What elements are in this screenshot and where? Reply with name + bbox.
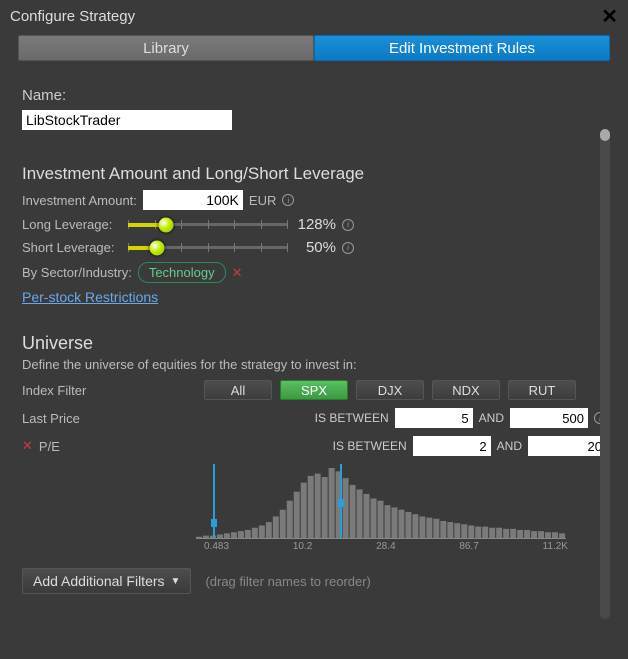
and-label: AND [497, 439, 522, 453]
remove-sector-icon[interactable]: ✕ [232, 265, 243, 281]
info-icon[interactable]: i [342, 242, 354, 254]
pe-label: P/E [39, 439, 127, 454]
is-between-label: IS BETWEEN [315, 411, 389, 425]
chevron-down-icon: ▼ [171, 576, 181, 587]
histogram-tick: 10.2 [293, 541, 312, 552]
pe-histogram[interactable]: 0.483 10.2 28.4 86.7 11.2K [196, 464, 576, 552]
name-input[interactable] [22, 110, 232, 130]
info-icon[interactable]: i [342, 219, 354, 231]
last-price-max-input[interactable] [510, 408, 588, 428]
histogram-tick: 11.2K [543, 541, 568, 552]
window-title: Configure Strategy [10, 8, 135, 25]
info-icon[interactable]: i [282, 194, 294, 206]
short-leverage-slider[interactable] [128, 241, 288, 255]
short-leverage-label: Short Leverage: [22, 240, 122, 255]
add-filters-label: Add Additional Filters [33, 573, 165, 589]
tab-edit-investment-rules[interactable]: Edit Investment Rules [314, 35, 610, 61]
histogram-tick: 0.483 [204, 541, 229, 552]
scrollbar[interactable] [600, 129, 610, 619]
histogram-tick: 86.7 [459, 541, 478, 552]
currency-label: EUR [249, 193, 276, 208]
long-leverage-value: 128% [294, 216, 336, 233]
sector-pill[interactable]: Technology [138, 262, 226, 283]
per-stock-restrictions-link[interactable]: Per-stock Restrictions [22, 289, 158, 305]
close-icon[interactable]: ✕ [601, 4, 618, 29]
universe-subheading: Define the universe of equities for the … [22, 357, 606, 372]
tab-library[interactable]: Library [18, 35, 314, 61]
index-filter-spx[interactable]: SPX [280, 380, 348, 400]
scrollbar-thumb[interactable] [600, 129, 610, 141]
pe-min-input[interactable] [413, 436, 491, 456]
index-filter-djx[interactable]: DJX [356, 380, 424, 400]
last-price-label: Last Price [22, 411, 122, 426]
is-between-label: IS BETWEEN [333, 439, 407, 453]
short-leverage-value: 50% [294, 239, 336, 256]
and-label: AND [479, 411, 504, 425]
reorder-hint: (drag filter names to reorder) [205, 574, 370, 589]
index-filter-all[interactable]: All [204, 380, 272, 400]
histogram-tick: 28.4 [376, 541, 395, 552]
pe-max-input[interactable] [528, 436, 606, 456]
index-filter-label: Index Filter [22, 383, 142, 398]
index-filter-ndx[interactable]: NDX [432, 380, 500, 400]
investment-amount-label: Investment Amount: [22, 193, 137, 208]
long-leverage-slider[interactable] [128, 218, 288, 232]
investment-heading: Investment Amount and Long/Short Leverag… [22, 164, 606, 184]
remove-pe-icon[interactable]: ✕ [22, 438, 33, 454]
name-label: Name: [22, 87, 606, 104]
investment-amount-input[interactable] [143, 190, 243, 210]
by-sector-label: By Sector/Industry: [22, 265, 132, 280]
last-price-min-input[interactable] [395, 408, 473, 428]
add-filters-dropdown[interactable]: Add Additional Filters ▼ [22, 568, 191, 594]
universe-heading: Universe [22, 333, 606, 354]
long-leverage-label: Long Leverage: [22, 217, 122, 232]
index-filter-rut[interactable]: RUT [508, 380, 576, 400]
